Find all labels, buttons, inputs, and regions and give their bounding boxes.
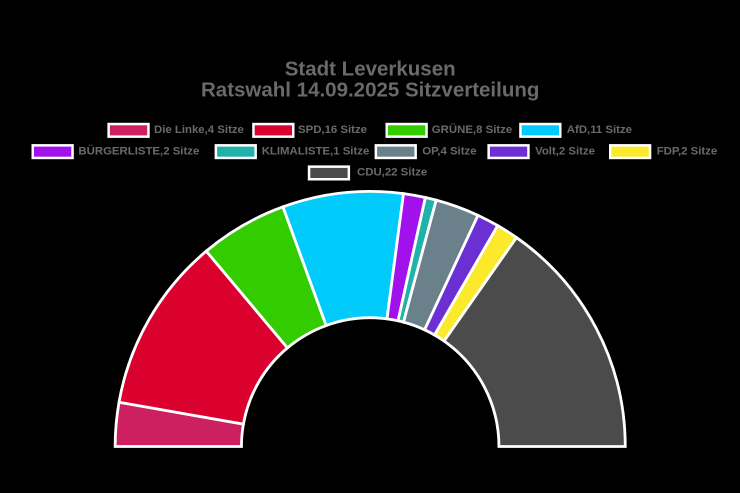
- svg-text:SPD,16 Sitze: SPD,16 Sitze: [298, 124, 367, 136]
- svg-text:GRÜNE,8 Sitze: GRÜNE,8 Sitze: [432, 123, 512, 136]
- svg-text:Ratswahl 14.09.2025 Sitzvertei: Ratswahl 14.09.2025 Sitzverteilung: [201, 78, 539, 101]
- svg-text:BÜRGERLISTE,2 Sitze: BÜRGERLISTE,2 Sitze: [78, 144, 199, 157]
- svg-text:Stadt Leverkusen: Stadt Leverkusen: [285, 58, 456, 81]
- svg-text:FDP,2 Sitze: FDP,2 Sitze: [657, 145, 718, 157]
- svg-text:OP,4 Sitze: OP,4 Sitze: [422, 145, 476, 157]
- svg-text:CDU,22 Sitze: CDU,22 Sitze: [357, 167, 427, 179]
- svg-text:AfD,11 Sitze: AfD,11 Sitze: [567, 124, 632, 136]
- svg-text:KLIMALISTE,1 Sitze: KLIMALISTE,1 Sitze: [262, 145, 370, 157]
- svg-text:Die Linke,4 Sitze: Die Linke,4 Sitze: [154, 124, 244, 136]
- svg-text:Volt,2 Sitze: Volt,2 Sitze: [535, 145, 595, 157]
